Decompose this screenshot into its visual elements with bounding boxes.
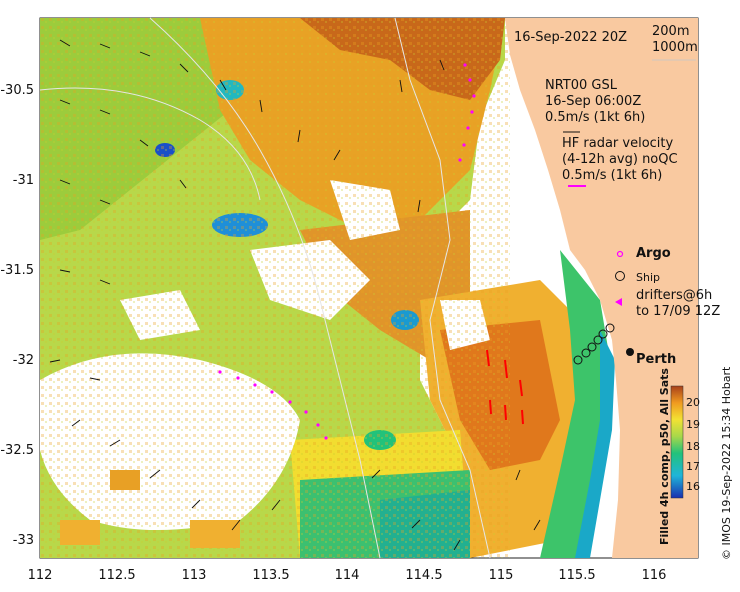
ytick-5: -32.5 (0, 443, 34, 458)
colorbar-tick-4: 17 (686, 460, 700, 473)
ship-label: Ship (636, 271, 660, 284)
drifter-line-2: to 17/09 12Z (636, 304, 721, 319)
argo-label: Argo (636, 246, 671, 261)
xtick-4: 113.5 (252, 568, 290, 583)
ytick-3: -31.5 (0, 263, 34, 278)
perth-marker (626, 348, 634, 356)
isobath-200-label: 200m (652, 24, 690, 39)
ytick-1: -30.5 (0, 83, 34, 98)
xtick-2: 112.5 (98, 568, 136, 583)
argo-legend-marker (616, 250, 624, 258)
xtick-5: 114 (334, 568, 360, 583)
hf-line-3: 0.5m/s (1kt 6h) (562, 168, 663, 183)
drifter-tracks (486, 349, 524, 425)
ship-legend-marker (615, 271, 625, 281)
sst-field (40, 18, 615, 558)
credit-label: © IMOS 19-Sep-2022 15:34 Hobart (720, 366, 733, 560)
colorbar (670, 385, 684, 499)
colorbar-title: Filled 4h comp, p50, All Sats (658, 368, 671, 545)
argo-track (218, 63, 476, 440)
ytick-2: -31 (12, 173, 34, 188)
xtick-1: 112 (27, 568, 53, 583)
model-line-3: 0.5m/s (1kt 6h) (545, 110, 646, 125)
xtick-8: 115.5 (558, 568, 596, 583)
map-plot-area (39, 17, 699, 559)
current-arrows (49, 39, 541, 551)
xtick-6: 114.5 (405, 568, 443, 583)
date-title: 16-Sep-2022 20Z (514, 30, 628, 45)
drifter-legend-marker (615, 298, 622, 306)
model-line-1: NRT00 GSL (545, 78, 617, 93)
ytick-4: -32 (12, 353, 34, 368)
isobath-200 (394, 17, 491, 559)
isobath-1000-label: 1000m (652, 40, 698, 55)
drifter-line-1: drifters@6h (636, 288, 713, 303)
colorbar-tick-3: 18 (686, 440, 700, 453)
xtick-3: 113 (181, 568, 207, 583)
land-mass (505, 18, 698, 558)
xtick-7: 115 (488, 568, 514, 583)
colorbar-tick-5: 16 (686, 480, 700, 493)
model-line-2: 16-Sep 06:00Z (545, 94, 642, 109)
ship-track (573, 323, 615, 365)
ytick-6: -33 (12, 533, 34, 548)
xtick-9: 116 (641, 568, 667, 583)
city-label: Perth (636, 352, 677, 367)
colorbar-tick-2: 19 (686, 418, 700, 431)
hf-line-2: (4-12h avg) noQC (562, 152, 678, 167)
hf-line-1: HF radar velocity (562, 136, 674, 151)
isobath-1000 (149, 17, 381, 559)
colorbar-tick-1: 20 (686, 396, 700, 409)
